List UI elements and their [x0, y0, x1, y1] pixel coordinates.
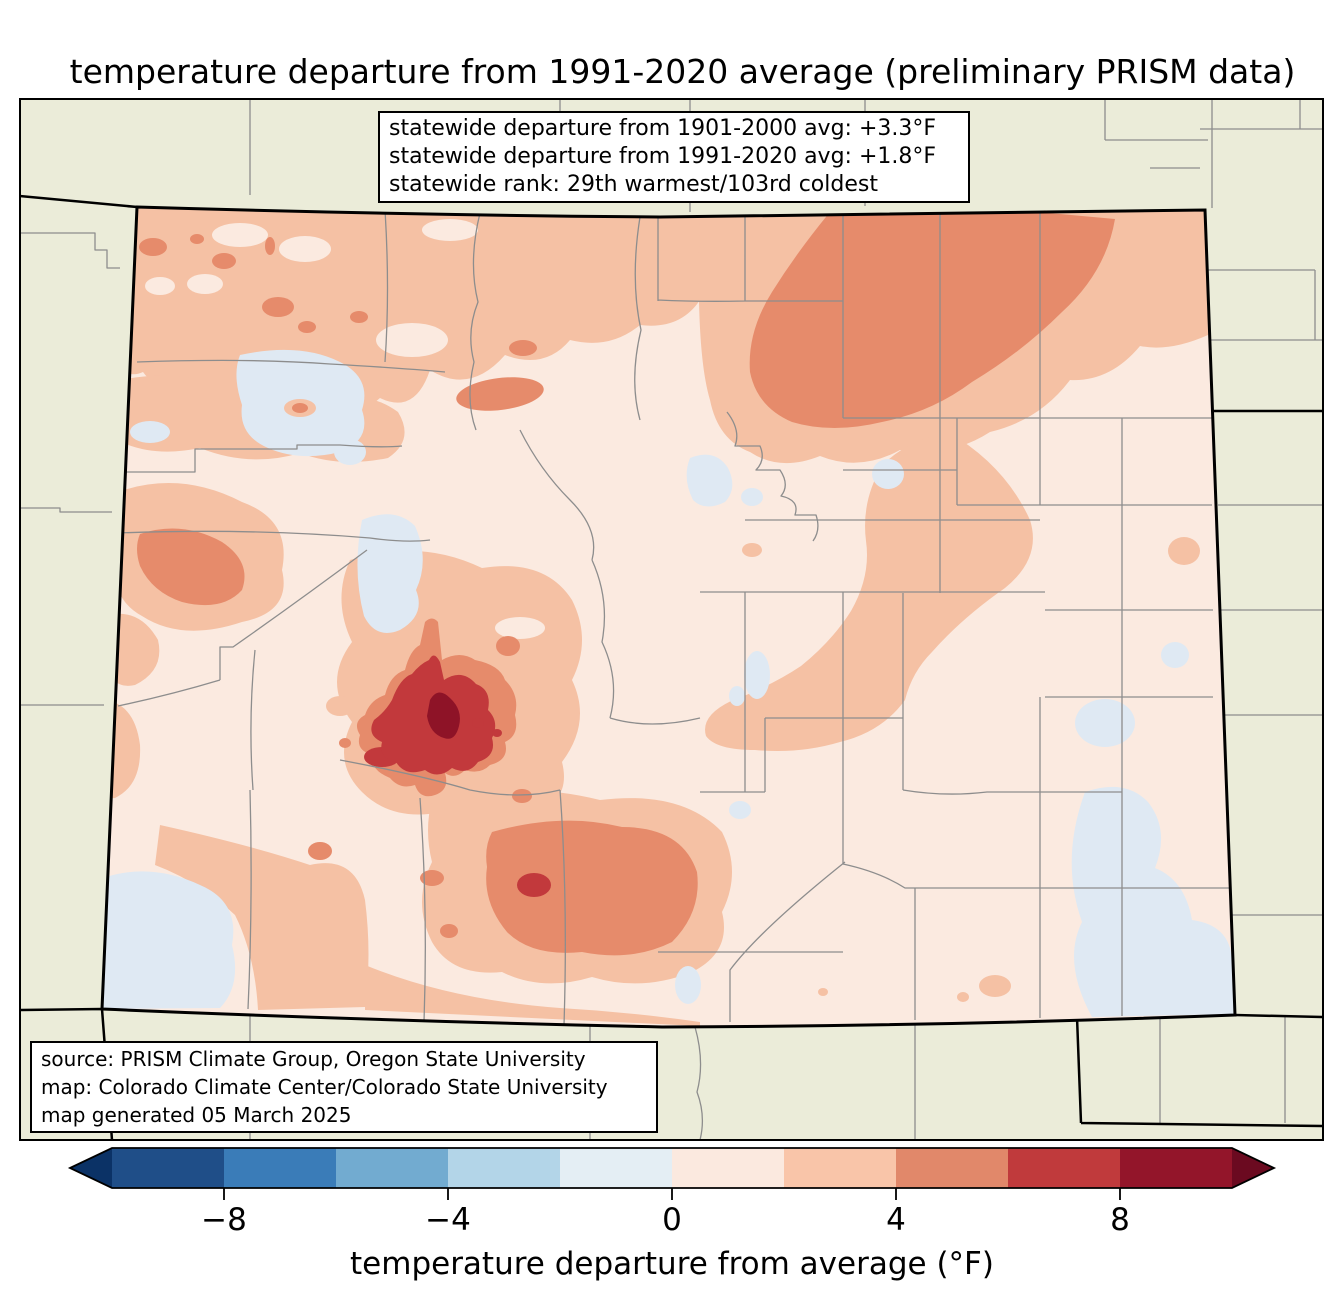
- colorbar-under-arrow: [70, 1148, 112, 1188]
- colorbar-tick-label: 0: [662, 1202, 682, 1238]
- fill-8-10: [427, 692, 460, 739]
- colorbar-segment: [1120, 1148, 1232, 1188]
- source-credit-box: source: PRISM Climate Group, Oregon Stat…: [30, 1041, 658, 1133]
- colorbar-segment: [112, 1148, 224, 1188]
- anomaly-fills: [102, 207, 1235, 1027]
- fill-below-0: [103, 349, 1235, 1017]
- stats-line-1: statewide departure from 1901-2000 avg: …: [389, 116, 937, 141]
- colorbar-tick-label: −8: [201, 1202, 247, 1238]
- colorbar-tick-label: 8: [1110, 1202, 1130, 1238]
- colorbar-segment: [672, 1148, 784, 1188]
- colorbar-segment: [896, 1148, 1008, 1188]
- colorbar-segment: [784, 1148, 896, 1188]
- source-line-1: source: PRISM Climate Group, Oregon Stat…: [41, 1047, 586, 1071]
- colorbar-tick-label: 4: [886, 1202, 906, 1238]
- source-line-2: map: Colorado Climate Center/Colorado St…: [41, 1075, 608, 1099]
- colorbar-axis-label: temperature departure from average (°F): [350, 1246, 994, 1282]
- colorbar-segment: [560, 1148, 672, 1188]
- colorbar-segments: [112, 1148, 1232, 1188]
- colorbar-segment: [336, 1148, 448, 1188]
- colorbar-tick-marks: [223, 1188, 1121, 1200]
- stats-line-2: statewide departure from 1991-2020 avg: …: [389, 144, 937, 169]
- county-lines-colorado: [115, 209, 1235, 1026]
- colorbar-over-arrow: [1232, 1148, 1274, 1188]
- colorbar-tick-label: −4: [425, 1202, 471, 1238]
- colorbar-segment: [1008, 1148, 1120, 1188]
- stats-line-3: statewide rank: 29th warmest/103rd colde…: [389, 172, 878, 197]
- colorbar-segment: [448, 1148, 560, 1188]
- colorbar-outline: [67, 1147, 1277, 1189]
- state-border-colorado: [100, 205, 1237, 1029]
- map-frame: [19, 98, 1324, 1141]
- source-line-3: map generated 05 March 2025: [41, 1103, 352, 1127]
- statewide-stats-box: statewide departure from 1901-2000 avg: …: [378, 111, 970, 203]
- fill-island-north-park: [284, 399, 316, 417]
- colorbar: [67, 1147, 1277, 1200]
- colorbar-segment: [224, 1148, 336, 1188]
- title-line-1: temperature departure from 1991-2020 ave…: [69, 52, 1296, 91]
